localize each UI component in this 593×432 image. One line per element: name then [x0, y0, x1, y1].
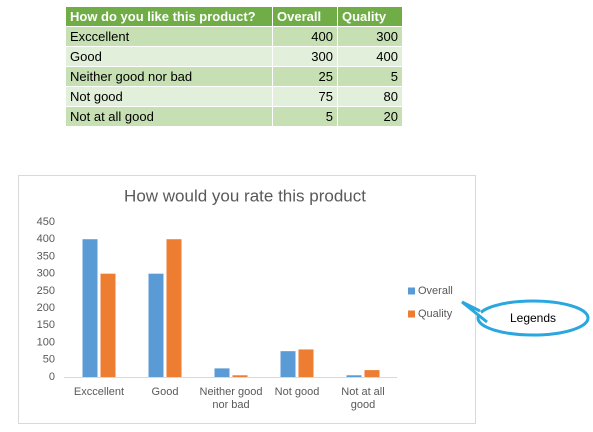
legend-label: Overall	[418, 285, 453, 297]
y-tick-label: 300	[37, 268, 55, 280]
bar	[232, 375, 248, 377]
x-tick-label: Neither good nor bad	[199, 386, 263, 411]
table-cell: Not at all good	[66, 106, 273, 127]
bar	[364, 370, 380, 377]
y-tick-label: 50	[43, 354, 55, 366]
bar	[100, 273, 116, 377]
table-cell: Exccellent	[66, 26, 273, 47]
y-tick-label: 250	[37, 285, 55, 297]
bar	[280, 351, 296, 377]
header-cell: Overall	[272, 7, 338, 27]
y-tick-label: 450	[37, 216, 55, 228]
chart-title: How would you rate this product	[124, 186, 366, 205]
y-tick-label: 400	[37, 233, 55, 245]
table-cell: 80	[337, 86, 403, 107]
table-row: Good 300 400	[66, 46, 403, 67]
bar	[148, 273, 164, 377]
table-cell: 400	[337, 46, 403, 67]
table-cell: 300	[272, 46, 338, 67]
header-cell: Quality	[337, 7, 403, 27]
table-cell: 25	[272, 66, 338, 87]
bar	[166, 239, 182, 377]
data-table: How do you like this product? Overall Qual…	[66, 7, 403, 127]
bar	[214, 368, 230, 377]
table-row: Not good 75 80	[66, 86, 403, 107]
table-cell: Neither good nor bad	[66, 66, 273, 87]
y-tick-label: 200	[37, 302, 55, 314]
table-cell: Good	[66, 46, 273, 67]
table-row: Not at all good 5 20	[66, 106, 403, 127]
y-tick-label: 100	[37, 336, 55, 348]
x-tick-label: Not good	[274, 386, 320, 398]
table-row: Exccellent 400 300	[66, 26, 403, 47]
table-row: Neither good nor bad 25 5	[66, 66, 403, 87]
x-tick-label: Exccellent	[73, 386, 125, 398]
bar	[298, 349, 314, 377]
table-cell: 20	[337, 106, 403, 127]
table-cell: Not good	[66, 86, 273, 107]
x-tick-label: Not at all good	[341, 386, 385, 411]
table-cell: 5	[337, 66, 403, 87]
bar	[346, 375, 362, 377]
bar	[82, 239, 98, 377]
legend-swatch	[408, 310, 415, 318]
table-cell: 75	[272, 86, 338, 107]
legend-swatch	[408, 287, 415, 295]
y-tick-label: 0	[49, 371, 55, 383]
table-cell: 300	[337, 26, 403, 47]
header-row: How do you like this product? Overall Qual…	[66, 7, 403, 27]
table-cell: 5	[272, 106, 338, 127]
y-tick-label: 350	[37, 250, 55, 262]
callout-text: Legends	[510, 311, 556, 325]
callout-pointer	[461, 300, 488, 324]
table-cell: 400	[272, 26, 338, 47]
legend-label: Quality	[418, 308, 453, 320]
header-cell: How do you like this product?	[66, 7, 273, 27]
y-tick-label: 150	[37, 319, 55, 331]
x-tick-label: Good	[151, 386, 179, 398]
callout	[476, 299, 590, 337]
